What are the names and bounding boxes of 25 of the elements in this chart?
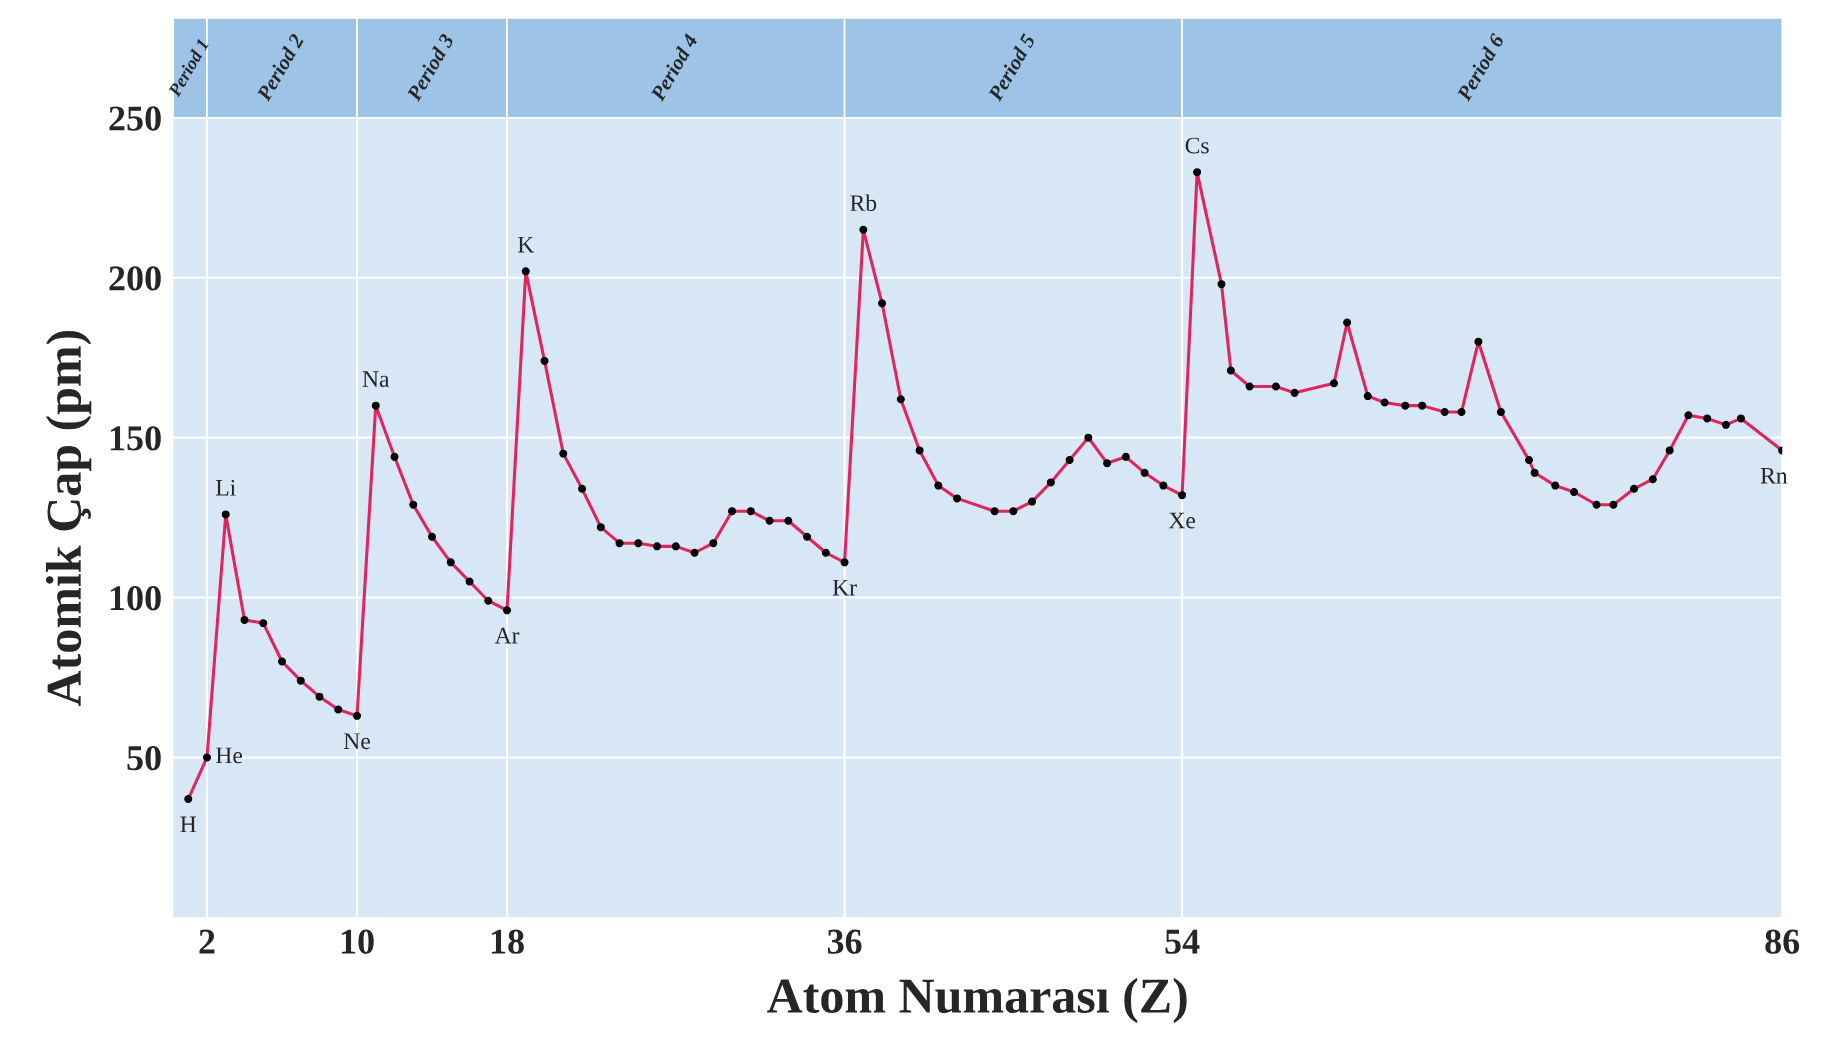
y-axis-title: Atomik Çap (pm) xyxy=(45,330,92,706)
x-tick-label: 36 xyxy=(827,929,862,954)
y-tick-label: 150 xyxy=(110,426,161,451)
x-tick-label: 2 xyxy=(199,929,215,954)
annotation: Xe xyxy=(1168,512,1196,529)
x-tick-label: 54 xyxy=(1165,929,1200,954)
x-axis-title: Atom Numarası (Z) xyxy=(767,977,1187,1024)
annotation: Cs xyxy=(1185,137,1209,154)
annotation: Kr xyxy=(832,579,857,596)
x-tick-label: 86 xyxy=(1765,929,1800,954)
annotation: Rb xyxy=(850,194,877,212)
y-tick-label: 250 xyxy=(109,106,161,131)
x-tick-label: 10 xyxy=(341,929,374,954)
annotation: Na xyxy=(362,371,390,387)
annotation: He xyxy=(216,747,243,764)
y-tick-label: 100 xyxy=(110,586,161,611)
annotation: K xyxy=(517,236,535,253)
annotation: Ne xyxy=(343,733,370,750)
annotation: Ar xyxy=(494,627,520,644)
x-tick-label: 18 xyxy=(491,929,524,954)
y-tick-label: 50 xyxy=(127,745,161,771)
y-tick-label: 200 xyxy=(109,266,161,291)
annotation: H xyxy=(180,816,197,833)
annotation: Rn xyxy=(1760,468,1788,484)
annotation: Li xyxy=(215,479,236,496)
